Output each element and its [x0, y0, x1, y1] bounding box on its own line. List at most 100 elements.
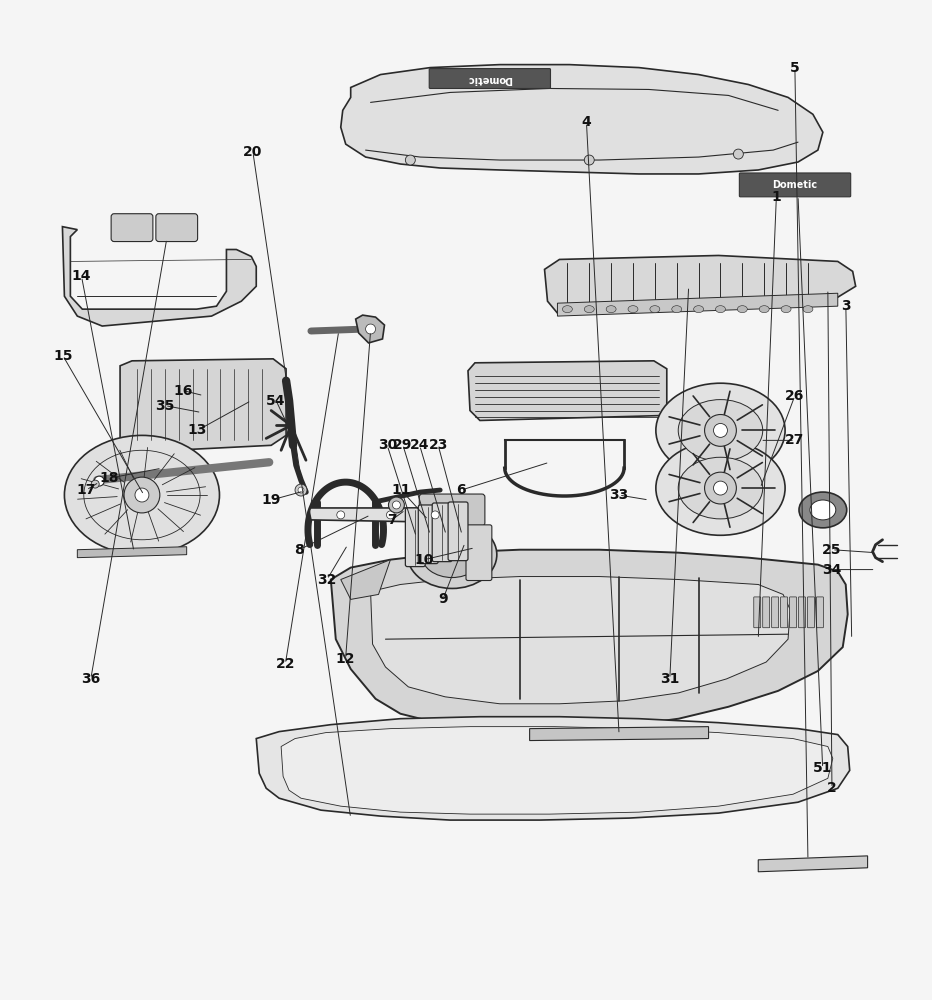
Text: 27: 27	[785, 433, 804, 447]
Ellipse shape	[407, 521, 497, 588]
Text: 24: 24	[410, 438, 430, 452]
Circle shape	[389, 497, 404, 513]
Polygon shape	[341, 560, 391, 599]
Circle shape	[705, 472, 736, 504]
Text: 19: 19	[262, 493, 281, 507]
FancyBboxPatch shape	[111, 214, 153, 242]
FancyBboxPatch shape	[448, 502, 468, 561]
FancyBboxPatch shape	[405, 508, 425, 567]
FancyBboxPatch shape	[754, 597, 761, 628]
Circle shape	[405, 155, 416, 165]
Ellipse shape	[584, 306, 595, 313]
Circle shape	[392, 501, 401, 509]
Text: 3: 3	[841, 299, 851, 313]
Text: 8: 8	[295, 543, 304, 557]
Text: 15: 15	[53, 349, 73, 363]
Text: 9: 9	[438, 592, 447, 606]
Ellipse shape	[64, 435, 219, 555]
Text: 30: 30	[377, 438, 397, 452]
Text: 17: 17	[76, 483, 96, 497]
Polygon shape	[557, 293, 838, 316]
Text: 16: 16	[173, 384, 193, 398]
Circle shape	[298, 487, 304, 493]
FancyBboxPatch shape	[419, 494, 485, 526]
Circle shape	[91, 480, 99, 488]
FancyBboxPatch shape	[418, 505, 438, 564]
Text: 34: 34	[822, 563, 842, 577]
FancyBboxPatch shape	[762, 597, 770, 628]
Text: 51: 51	[813, 761, 832, 775]
Circle shape	[733, 149, 744, 159]
Circle shape	[295, 484, 307, 496]
Ellipse shape	[693, 306, 704, 313]
Ellipse shape	[656, 383, 785, 478]
Ellipse shape	[737, 306, 747, 313]
Ellipse shape	[716, 306, 725, 313]
Circle shape	[705, 415, 736, 446]
Ellipse shape	[803, 306, 813, 313]
FancyBboxPatch shape	[807, 597, 815, 628]
Ellipse shape	[799, 492, 846, 528]
Circle shape	[584, 155, 595, 165]
FancyBboxPatch shape	[772, 597, 778, 628]
Text: 33: 33	[610, 488, 628, 502]
FancyBboxPatch shape	[781, 597, 788, 628]
Polygon shape	[759, 856, 868, 872]
Ellipse shape	[656, 441, 785, 535]
Circle shape	[94, 476, 104, 486]
Text: 1: 1	[772, 190, 781, 204]
Text: 29: 29	[393, 438, 413, 452]
Text: 35: 35	[156, 399, 174, 413]
Text: 32: 32	[317, 573, 336, 587]
FancyBboxPatch shape	[430, 69, 551, 88]
Text: 26: 26	[785, 389, 804, 403]
Text: 11: 11	[391, 483, 411, 497]
Ellipse shape	[678, 400, 762, 461]
Circle shape	[714, 481, 728, 495]
Ellipse shape	[810, 500, 836, 520]
Text: 4: 4	[582, 115, 591, 129]
Ellipse shape	[760, 306, 769, 313]
Circle shape	[124, 477, 159, 513]
Polygon shape	[341, 65, 823, 174]
Ellipse shape	[628, 306, 638, 313]
Polygon shape	[331, 550, 848, 729]
Circle shape	[336, 511, 345, 519]
Polygon shape	[256, 717, 850, 820]
FancyBboxPatch shape	[466, 525, 492, 581]
Circle shape	[714, 423, 728, 437]
Polygon shape	[356, 315, 385, 343]
Ellipse shape	[678, 457, 762, 519]
FancyBboxPatch shape	[816, 597, 823, 628]
Text: 2: 2	[827, 781, 837, 795]
Text: 6: 6	[457, 483, 466, 497]
Polygon shape	[468, 361, 666, 420]
Circle shape	[432, 511, 439, 519]
Text: 36: 36	[81, 672, 101, 686]
Text: 12: 12	[336, 652, 355, 666]
Ellipse shape	[421, 532, 483, 578]
Text: 31: 31	[660, 672, 679, 686]
Text: 13: 13	[187, 423, 207, 437]
Polygon shape	[281, 727, 833, 814]
FancyBboxPatch shape	[739, 173, 851, 197]
Polygon shape	[371, 577, 790, 704]
Text: 25: 25	[822, 543, 842, 557]
Ellipse shape	[650, 306, 660, 313]
FancyBboxPatch shape	[156, 214, 198, 242]
Polygon shape	[308, 508, 462, 522]
Text: 54: 54	[267, 394, 286, 408]
Polygon shape	[62, 227, 256, 326]
Circle shape	[135, 488, 149, 502]
FancyBboxPatch shape	[799, 597, 805, 628]
Text: 22: 22	[276, 657, 295, 671]
FancyBboxPatch shape	[432, 503, 452, 562]
Text: 20: 20	[243, 145, 263, 159]
Ellipse shape	[672, 306, 681, 313]
Ellipse shape	[606, 306, 616, 313]
Text: Dometic: Dometic	[773, 180, 817, 190]
Ellipse shape	[562, 306, 572, 313]
Text: 7: 7	[387, 513, 397, 527]
Text: Dometic: Dometic	[467, 74, 513, 84]
Text: 23: 23	[429, 438, 448, 452]
